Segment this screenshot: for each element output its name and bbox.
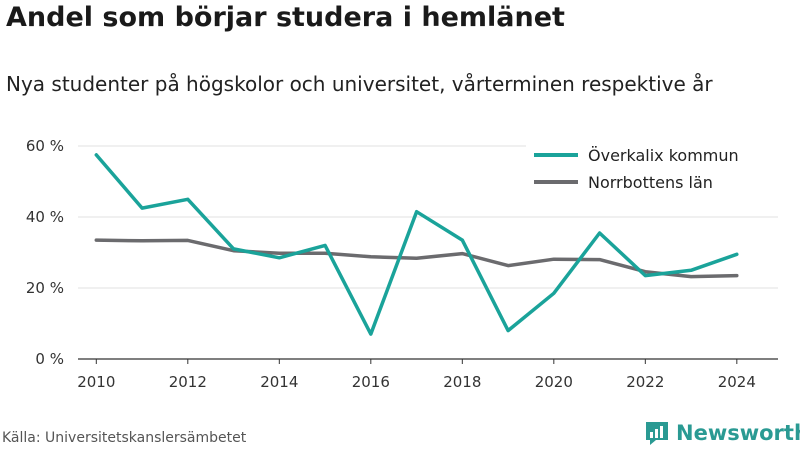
x-tick-label: 2018 <box>443 373 481 391</box>
brand-name: Newsworthy <box>676 421 800 445</box>
x-tick-label: 2016 <box>352 373 390 391</box>
y-tick-label: 40 % <box>26 208 64 226</box>
x-tick-label: 2014 <box>260 373 298 391</box>
legend-label: Norrbottens län <box>588 173 713 192</box>
y-tick-label: 20 % <box>26 279 64 297</box>
y-tick-label: 60 % <box>26 137 64 155</box>
chart-subtitle: Nya studenter på högskolor och universit… <box>6 72 713 96</box>
brand-logo: Newsworthy <box>644 420 800 446</box>
newsworthy-logo-icon <box>646 422 668 445</box>
y-tick-label: 0 % <box>35 350 64 368</box>
x-tick-label: 2010 <box>77 373 115 391</box>
series-line-norrbotten <box>94 238 739 279</box>
axes: 0 % 20 % 40 % 60 % 2010 2012 2014 2016 2018 2020 2… <box>26 137 778 391</box>
legend-label: Överkalix kommun <box>588 146 739 165</box>
source-note: Källa: Universitetskanslersämbetet <box>2 430 247 446</box>
x-tick-label: 2022 <box>626 373 664 391</box>
series-line-overkalix <box>94 153 739 336</box>
chart-title: Andel som börjar studera i hemlänet <box>6 2 565 33</box>
legend: Överkalix kommun Norrbottens län <box>526 139 778 197</box>
series-lines <box>94 153 739 336</box>
x-tick-label: 2012 <box>169 373 207 391</box>
x-tick-label: 2024 <box>718 373 756 391</box>
legend-background <box>526 139 778 197</box>
x-tick-label: 2020 <box>535 373 573 391</box>
